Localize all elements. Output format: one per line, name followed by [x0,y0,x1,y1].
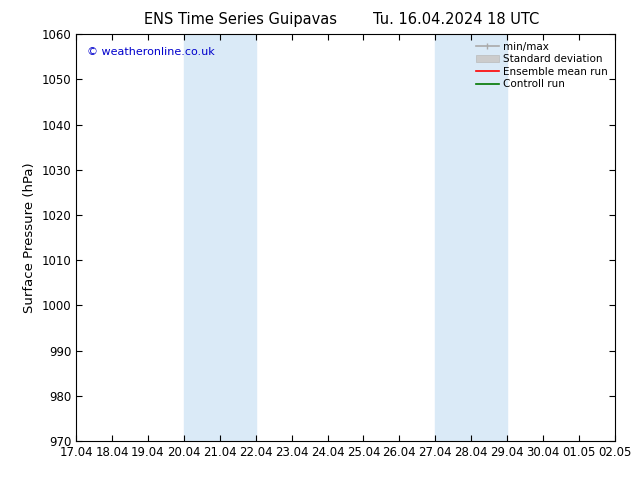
Legend: min/max, Standard deviation, Ensemble mean run, Controll run: min/max, Standard deviation, Ensemble me… [474,40,610,92]
Text: Tu. 16.04.2024 18 UTC: Tu. 16.04.2024 18 UTC [373,12,540,27]
Text: ENS Time Series Guipavas: ENS Time Series Guipavas [145,12,337,27]
Bar [184,34,256,441]
Y-axis label: Surface Pressure (hPa): Surface Pressure (hPa) [23,162,36,313]
Text: © weatheronline.co.uk: © weatheronline.co.uk [87,47,214,56]
Bar [436,34,507,441]
